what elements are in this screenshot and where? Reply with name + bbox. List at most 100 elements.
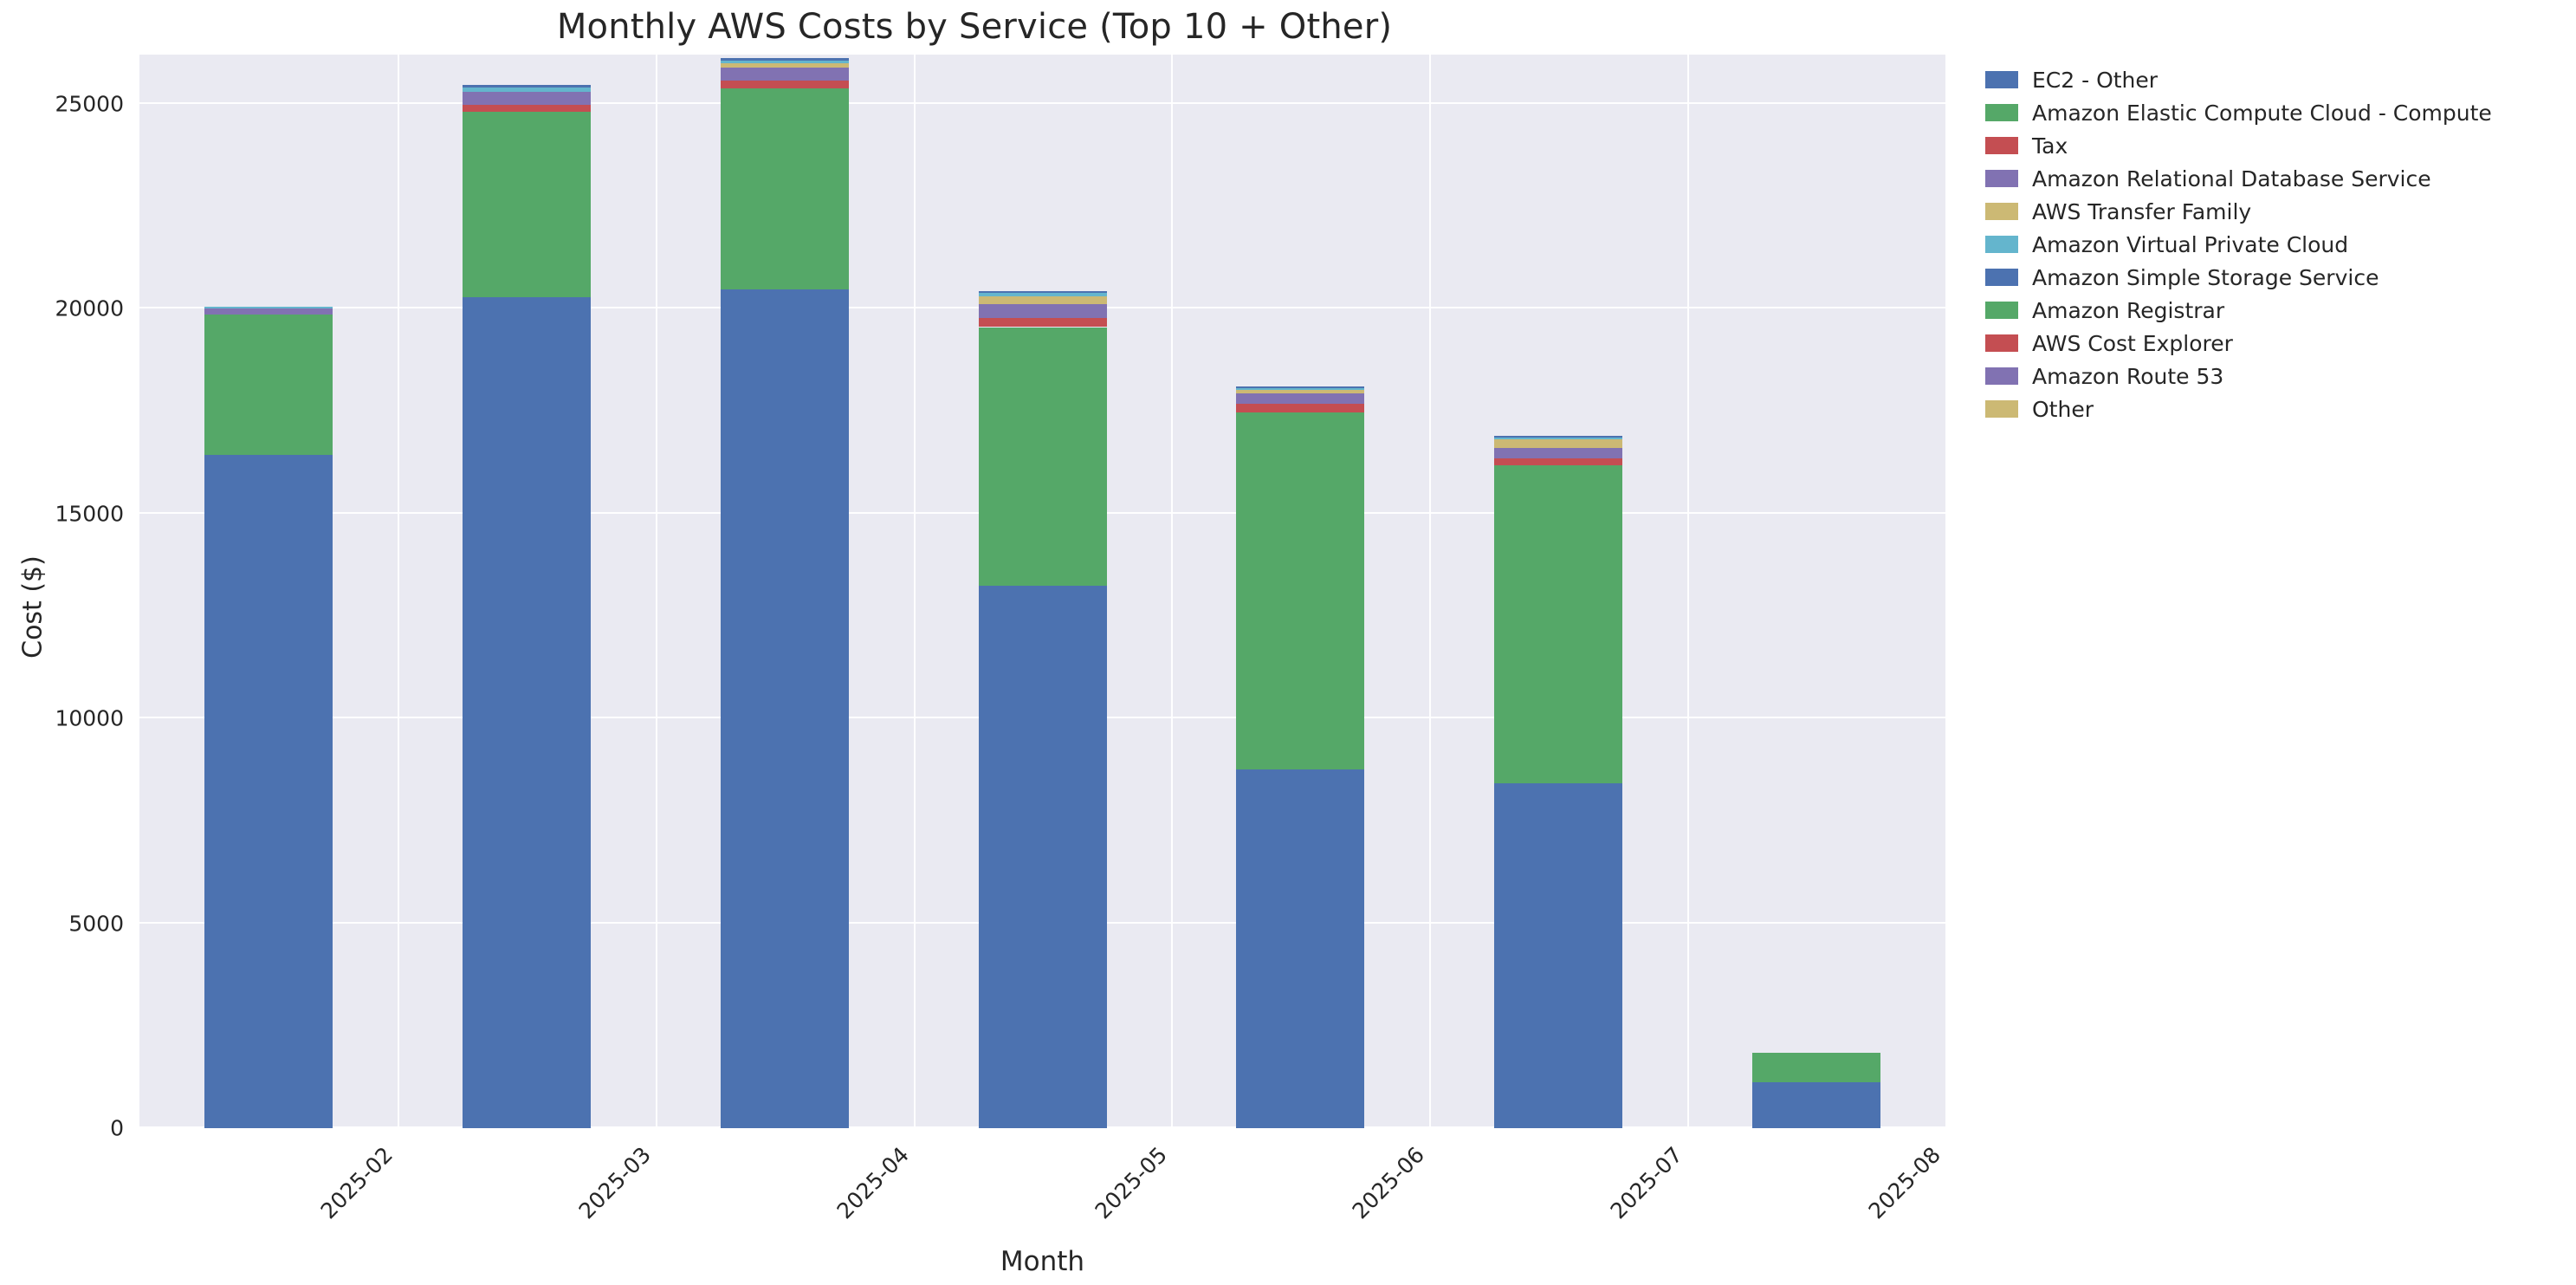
y-tick-label: 5000 [68, 911, 124, 937]
legend-item[interactable]: Amazon Elastic Compute Cloud - Compute [1985, 96, 2557, 129]
legend-swatch-icon [1985, 170, 2018, 187]
bar-segment[interactable] [1494, 458, 1623, 466]
bar-group[interactable] [1494, 436, 1623, 1128]
bar-group[interactable] [1752, 1053, 1881, 1128]
bar-segment[interactable] [1494, 436, 1623, 438]
legend-item-label: Amazon Elastic Compute Cloud - Compute [2032, 100, 2492, 126]
bar-group[interactable] [462, 85, 591, 1128]
y-tick-label: 10000 [55, 705, 124, 731]
legend-item-label: Amazon Simple Storage Service [2032, 264, 2379, 290]
legend-item-label: Amazon Registrar [2032, 297, 2225, 323]
y-tick-label: 25000 [55, 91, 124, 117]
bar-segment[interactable] [1236, 412, 1365, 769]
legend-swatch-icon [1985, 269, 2018, 286]
legend-swatch-icon [1985, 302, 2018, 319]
bar-segment[interactable] [978, 292, 1107, 296]
legend-item-label: Other [2032, 396, 2094, 422]
bar-segment[interactable] [1494, 465, 1623, 783]
legend-item[interactable]: EC2 - Other [1985, 63, 2557, 96]
bar-segment[interactable] [978, 290, 1107, 293]
x-tick-label: 2025-08 [1863, 1142, 1946, 1224]
bar-segment[interactable] [204, 308, 333, 315]
bar-segment[interactable] [1494, 448, 1623, 458]
bar-segment[interactable] [720, 81, 849, 89]
gridline-horizontal [139, 101, 1945, 104]
legend-item[interactable]: Amazon Virtual Private Cloud [1985, 228, 2557, 261]
legend-item[interactable]: AWS Transfer Family [1985, 195, 2557, 228]
bar-segment[interactable] [720, 58, 849, 62]
bar-segment[interactable] [462, 112, 591, 297]
bar-segment[interactable] [1236, 386, 1365, 388]
bar-segment[interactable] [720, 68, 849, 81]
legend-item-label: EC2 - Other [2032, 67, 2159, 93]
bar-group[interactable] [978, 290, 1107, 1128]
bar-segment[interactable] [720, 63, 849, 68]
plot-area [139, 55, 1945, 1128]
bar-group[interactable] [720, 58, 849, 1128]
bar-group[interactable] [204, 306, 333, 1128]
page-title: Monthly AWS Costs by Service (Top 10 + O… [556, 7, 1393, 47]
bar-segment[interactable] [204, 314, 333, 456]
bar-segment[interactable] [204, 306, 333, 308]
bar-segment[interactable] [978, 303, 1107, 318]
bar-segment[interactable] [462, 105, 591, 113]
bar-segment[interactable] [720, 61, 849, 64]
legend-item[interactable]: Amazon Registrar [1985, 294, 2557, 327]
x-tick-label: 2025-04 [832, 1142, 914, 1224]
bar-segment[interactable] [462, 92, 591, 106]
bar-segment[interactable] [978, 317, 1107, 328]
legend-item[interactable]: Amazon Relational Database Service [1985, 162, 2557, 195]
bar-segment[interactable] [1494, 438, 1623, 440]
legend-swatch-icon [1985, 137, 2018, 154]
bar-segment[interactable] [978, 327, 1107, 587]
gridline-vertical [913, 55, 916, 1128]
legend-item[interactable]: Amazon Route 53 [1985, 360, 2557, 393]
bar-segment[interactable] [978, 586, 1107, 1128]
legend-swatch-icon [1985, 71, 2018, 88]
legend-item-label: Amazon Relational Database Service [2032, 165, 2431, 191]
legend-swatch-icon [1985, 104, 2018, 121]
x-tick-label: 2025-05 [1090, 1142, 1172, 1224]
bar-segment[interactable] [462, 296, 591, 1128]
bar-segment[interactable] [720, 88, 849, 289]
legend-item-label: Amazon Route 53 [2032, 363, 2224, 389]
x-tick-label: 2025-07 [1605, 1142, 1688, 1224]
gridline-vertical [655, 55, 657, 1128]
gridline-vertical [397, 55, 399, 1128]
bar-segment[interactable] [1236, 403, 1365, 413]
y-tick-label: 15000 [55, 501, 124, 527]
legend-item[interactable]: AWS Cost Explorer [1985, 327, 2557, 360]
bar-segment[interactable] [978, 295, 1107, 304]
bar-segment[interactable] [720, 289, 849, 1128]
bar-segment[interactable] [1752, 1082, 1881, 1128]
gridline-vertical [1171, 55, 1174, 1128]
gridline-vertical [1429, 55, 1432, 1128]
y-tick-label: 0 [110, 1115, 124, 1141]
legend-item-label: Tax [2032, 133, 2068, 159]
bar-segment[interactable] [462, 85, 591, 88]
legend-item-label: Amazon Virtual Private Cloud [2032, 231, 2349, 257]
legend: EC2 - Other Amazon Elastic Compute Cloud … [1985, 63, 2557, 425]
bar-segment[interactable] [1236, 393, 1365, 404]
bar-group[interactable] [1236, 386, 1365, 1128]
legend-item[interactable]: Amazon Simple Storage Service [1985, 261, 2557, 294]
legend-swatch-icon [1985, 367, 2018, 385]
legend-swatch-icon [1985, 203, 2018, 220]
bar-segment[interactable] [462, 88, 591, 93]
bar-segment[interactable] [204, 455, 333, 1128]
bar-segment[interactable] [1236, 387, 1365, 390]
bar-segment[interactable] [1494, 782, 1623, 1128]
bar-segment[interactable] [1752, 1053, 1881, 1083]
gridline-vertical [1687, 55, 1690, 1128]
legend-swatch-icon [1985, 334, 2018, 352]
bar-segment[interactable] [1236, 769, 1365, 1128]
legend-item-label: AWS Cost Explorer [2032, 330, 2233, 356]
legend-item[interactable]: Other [1985, 393, 2557, 425]
bar-segment[interactable] [1236, 389, 1365, 394]
y-tick-label: 20000 [55, 295, 124, 321]
x-tick-label: 2025-03 [573, 1142, 656, 1224]
legend-item[interactable]: Tax [1985, 129, 2557, 162]
bar-segment[interactable] [1494, 439, 1623, 448]
x-tick-label: 2025-02 [315, 1142, 398, 1224]
